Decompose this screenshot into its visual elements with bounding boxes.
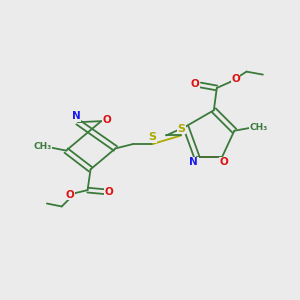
Text: O: O	[103, 115, 112, 125]
Text: S: S	[148, 132, 157, 142]
Text: S: S	[177, 124, 185, 134]
Text: O: O	[220, 158, 229, 167]
Text: O: O	[191, 79, 200, 88]
Text: CH₃: CH₃	[250, 123, 268, 132]
Text: O: O	[105, 187, 114, 196]
Text: CH₃: CH₃	[33, 142, 52, 151]
Text: O: O	[231, 74, 240, 84]
Text: N: N	[72, 111, 81, 121]
Text: N: N	[190, 158, 198, 167]
Text: O: O	[65, 190, 74, 200]
